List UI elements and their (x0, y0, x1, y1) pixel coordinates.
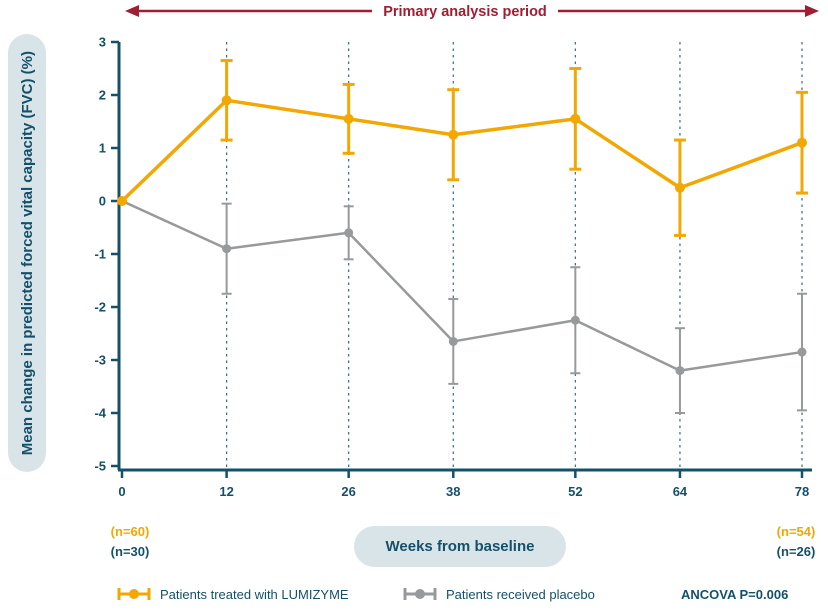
series-line (120, 199, 804, 372)
data-point (221, 95, 232, 106)
data-point (674, 182, 685, 193)
y-axis-ticks: 3 2 1 0 -1 -2 -3 -4 -5 (94, 35, 119, 474)
y-tick-label: 0 (99, 194, 106, 209)
placebo-end-n: (n=26) (776, 544, 816, 559)
data-point (222, 244, 232, 254)
axes (117, 42, 812, 472)
y-tick-label: -4 (94, 406, 106, 421)
legend-placebo-label: Patients received placebo (446, 586, 595, 602)
y-tick-label: -5 (94, 459, 106, 474)
data-point (570, 113, 581, 124)
series-treated (117, 59, 808, 237)
data-point (448, 336, 458, 346)
endpoint-n-counts: (n=54) (n=26) (760, 522, 828, 562)
primary-analysis-label: Primary analysis period (383, 4, 547, 20)
vertical-gridlines (226, 42, 803, 468)
right-arrowhead-icon (805, 5, 819, 17)
treated-baseline-n: (n=60) (110, 524, 150, 539)
fvc-line-chart: 3 2 1 0 -1 -2 -3 -4 -5 0 12 26 38 52 64 78 Primary analy… (94, 4, 819, 499)
ancova-stat-note: ANCOVA P=0.006 (681, 584, 788, 604)
data-point (117, 196, 127, 206)
series-line (120, 98, 804, 203)
primary-analysis-annotation: Primary analysis period (125, 4, 819, 20)
stat-note-text: ANCOVA P=0.006 (681, 586, 789, 602)
data-point (675, 366, 685, 376)
x-tick-label: 38 (446, 484, 460, 499)
data-point (344, 228, 354, 238)
data-point (570, 315, 580, 325)
x-axis-label: Weeks from baseline (385, 538, 535, 555)
legend-item-placebo: Patients received placebo (402, 584, 595, 604)
x-tick-label: 26 (341, 484, 355, 499)
baseline-n-counts: (n=60) (n=30) (94, 522, 166, 562)
placebo-errorbar-icon (403, 588, 437, 600)
x-axis-ticks: 0 12 26 38 52 64 78 (118, 470, 809, 499)
series-placebo (117, 196, 807, 414)
treated-errorbar-icon (117, 588, 151, 600)
y-tick-label: 3 (99, 35, 106, 50)
data-point (797, 137, 807, 148)
legend-item-treated: Patients treated with LUMIZYME (116, 584, 349, 604)
left-arrowhead-icon (125, 5, 139, 17)
y-axis-label: Mean change in predicted forced vital ca… (18, 50, 36, 456)
x-tick-label: 12 (219, 484, 233, 499)
y-axis-label-pill: Mean change in predicted forced vital ca… (8, 34, 46, 472)
data-point (343, 113, 354, 124)
y-tick-label: -2 (94, 300, 106, 315)
x-tick-label: 0 (118, 484, 125, 499)
x-tick-label: 52 (568, 484, 582, 499)
x-axis-label-pill: Weeks from baseline (354, 526, 566, 567)
data-point (448, 129, 459, 140)
data-point (797, 347, 807, 357)
legend-treated-label: Patients treated with LUMIZYME (160, 586, 349, 602)
y-tick-label: -3 (94, 353, 106, 368)
y-tick-label: -1 (94, 247, 106, 262)
y-tick-label: 1 (99, 141, 106, 156)
placebo-baseline-n: (n=30) (110, 544, 150, 559)
x-tick-label: 64 (673, 484, 688, 499)
treated-end-n: (n=54) (776, 524, 816, 539)
y-tick-label: 2 (99, 88, 106, 103)
x-tick-label: 78 (795, 484, 809, 499)
